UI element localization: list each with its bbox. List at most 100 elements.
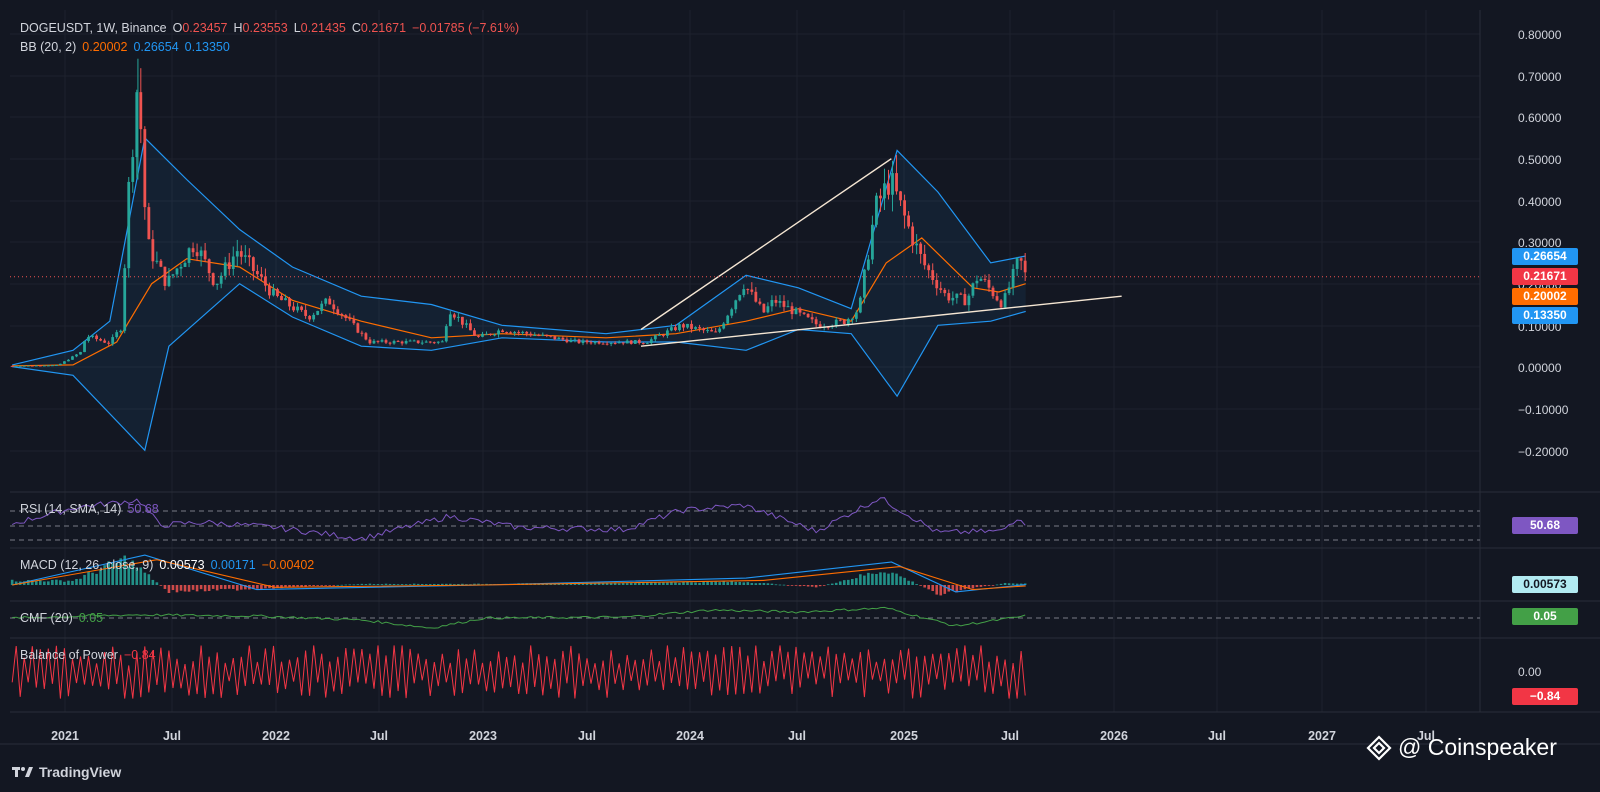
macd-histogram-bar xyxy=(605,583,609,585)
candle-body xyxy=(179,266,183,269)
bop-line xyxy=(11,645,1026,699)
candle-body xyxy=(404,340,408,344)
macd-histogram-bar xyxy=(722,581,725,585)
candle-body xyxy=(967,295,971,306)
candle-body xyxy=(802,312,806,314)
candle-body xyxy=(702,328,705,331)
candle-body xyxy=(344,315,348,319)
candle-body xyxy=(46,365,50,367)
candle-body xyxy=(645,343,649,345)
time-tick: Jul xyxy=(787,729,807,743)
macd-histogram-bar xyxy=(436,584,440,585)
candle-body xyxy=(778,301,782,303)
macd-histogram-bar xyxy=(782,584,786,586)
macd-histogram-bar xyxy=(30,580,34,585)
macd-histogram-bar xyxy=(412,583,416,585)
macd-histogram-bar xyxy=(465,584,468,585)
macd-histogram-bar xyxy=(654,582,657,585)
candle-body xyxy=(742,289,746,296)
macd-histogram-bar xyxy=(215,585,219,591)
macd-histogram-bar xyxy=(39,580,42,585)
candle-body xyxy=(392,341,396,344)
macd-histogram-bar xyxy=(621,582,625,585)
macd-histogram-bar xyxy=(678,582,681,585)
candle-body xyxy=(838,319,842,321)
macd-histogram-bar xyxy=(195,585,199,592)
candle-body xyxy=(107,342,111,344)
candle-body xyxy=(432,342,436,344)
macd-histogram-bar xyxy=(83,574,86,585)
macd-histogram-bar xyxy=(207,585,211,591)
candle-body xyxy=(428,341,432,343)
macd-histogram-bar xyxy=(91,572,94,585)
macd-histogram-bar xyxy=(388,583,392,585)
macd-histogram-bar xyxy=(682,581,685,585)
macd-histogram-bar xyxy=(1019,583,1023,585)
candle-body xyxy=(581,340,585,344)
close-label: C xyxy=(351,21,361,35)
macd-histogram-bar xyxy=(239,585,243,590)
candle-body xyxy=(706,330,710,332)
candle-body xyxy=(710,330,714,332)
candle-body xyxy=(384,340,388,343)
candle-body xyxy=(119,330,123,333)
candle-body xyxy=(999,300,1003,308)
candle-body xyxy=(842,319,846,325)
candle-body xyxy=(766,306,770,313)
candle-body xyxy=(682,324,685,328)
candle-body xyxy=(995,296,999,301)
bb-lower-line xyxy=(12,282,1026,452)
macd-legend: MACD (12, 26, close, 9) 0.00573 0.00171 −0.… xyxy=(20,558,320,572)
bb-basis-line xyxy=(12,237,1026,367)
candle-body xyxy=(517,332,521,334)
macd-histogram-bar xyxy=(895,573,898,585)
macd-histogram-bar xyxy=(119,558,123,585)
candle-body xyxy=(147,207,151,240)
candle-body xyxy=(364,333,368,340)
macd-histogram-bar xyxy=(730,581,734,585)
candle-body xyxy=(537,335,541,337)
macd-histogram-bar xyxy=(14,581,18,585)
macd-histogram-bar xyxy=(987,585,991,586)
candle-body xyxy=(63,361,66,364)
candle-body xyxy=(416,340,420,344)
macd-histogram-bar xyxy=(336,584,340,586)
candle-body xyxy=(304,309,308,316)
candle-body xyxy=(754,291,758,302)
candle-body xyxy=(465,323,468,325)
time-tick: 2022 xyxy=(262,729,290,743)
candle-body xyxy=(674,327,677,331)
candle-body xyxy=(131,157,135,182)
macd-histogram-bar xyxy=(372,584,376,585)
macd-histogram-bar xyxy=(163,585,167,589)
macd-histogram-bar xyxy=(167,585,171,594)
candle-body xyxy=(541,334,545,336)
macd-histogram-bar xyxy=(601,583,605,585)
macd-histogram-bar xyxy=(203,585,207,592)
tradingview-logo[interactable]: TradingView xyxy=(12,764,121,780)
macd-histogram-bar xyxy=(867,572,870,585)
candle-body xyxy=(75,354,78,357)
macd-histogram-bar xyxy=(758,583,762,585)
candle-body xyxy=(891,173,894,195)
cmf-value: 0.05 xyxy=(78,611,104,625)
candle-body xyxy=(135,92,139,158)
candle-body xyxy=(485,333,488,335)
candle-body xyxy=(935,280,939,289)
candle-body xyxy=(653,335,657,340)
macd-histogram-bar xyxy=(384,583,388,585)
macd-histogram-bar xyxy=(252,585,255,590)
candle-body xyxy=(388,342,392,344)
macd-histogram-bar xyxy=(244,585,247,590)
candle-body xyxy=(219,275,223,284)
candle-body xyxy=(143,129,147,208)
candle-body xyxy=(284,298,287,301)
candle-body xyxy=(939,288,943,290)
macd-histogram-bar xyxy=(830,583,834,585)
candle-body xyxy=(115,332,119,338)
candle-body xyxy=(67,359,70,362)
macd-histogram-bar xyxy=(99,569,102,585)
macd-histogram-bar xyxy=(846,579,850,585)
candle-body xyxy=(300,306,303,310)
